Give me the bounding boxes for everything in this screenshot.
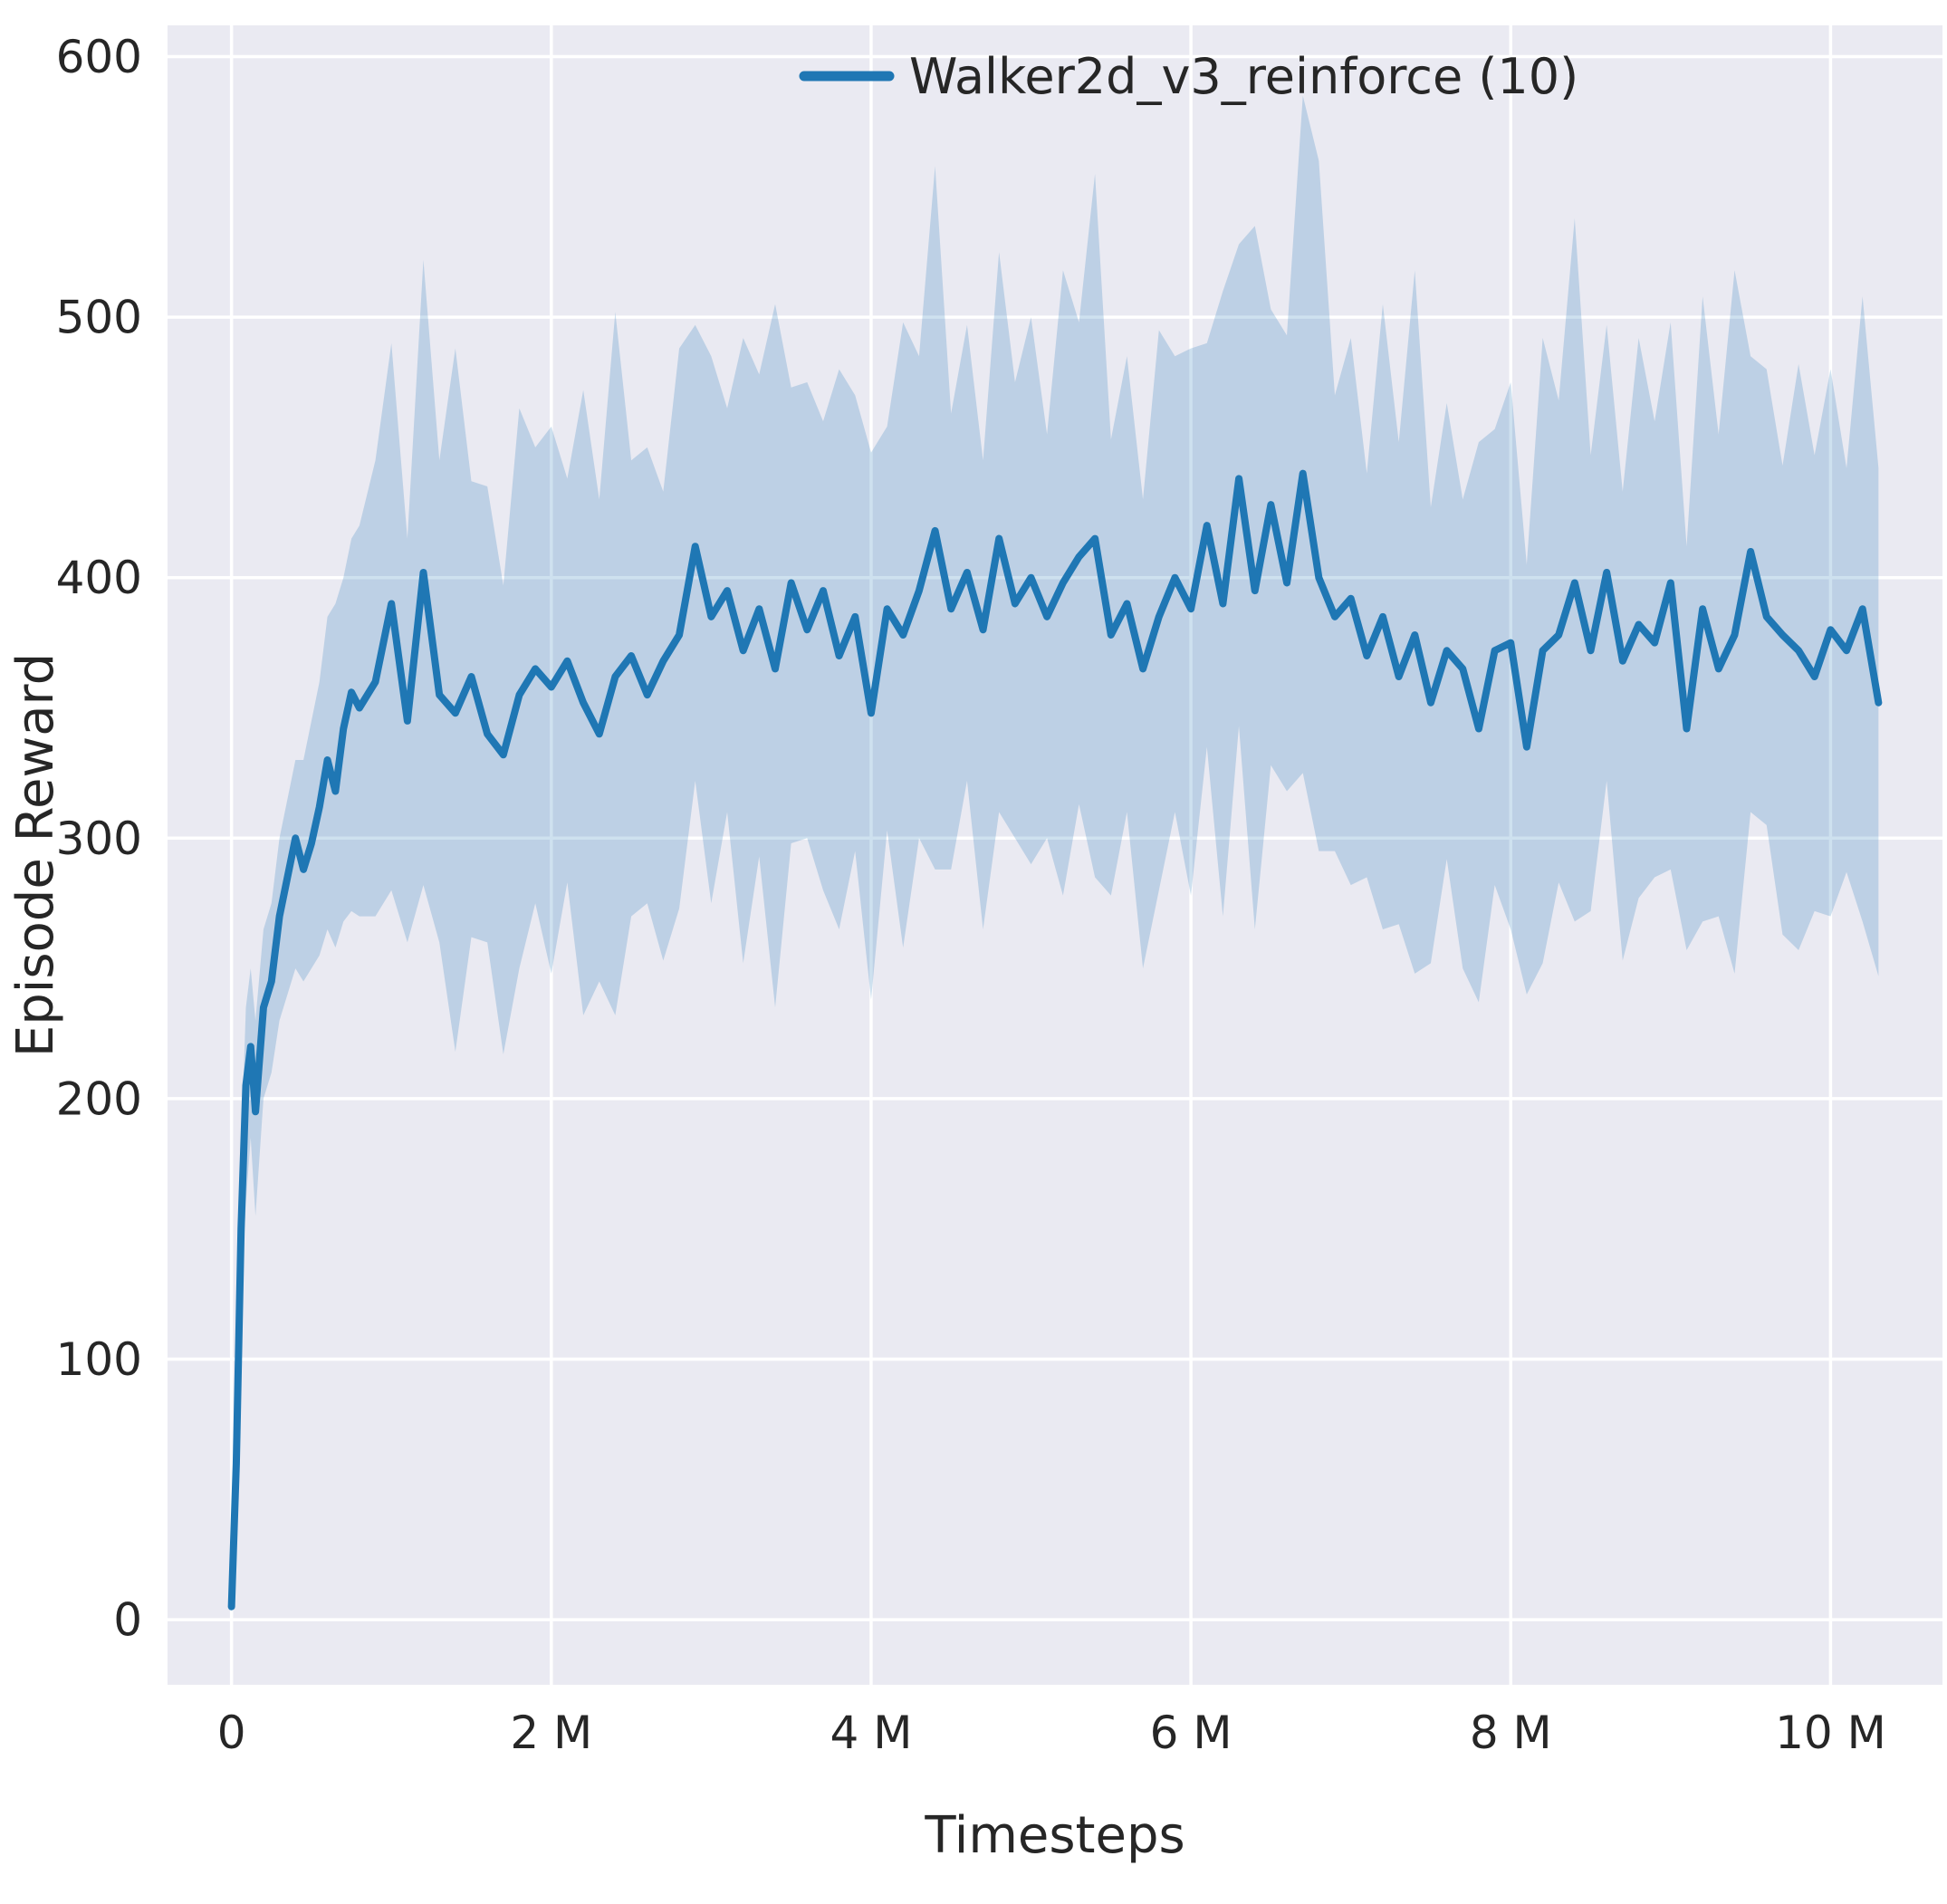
x-tick-label: 0 <box>217 1707 246 1759</box>
y-axis-label: Episode Reward <box>6 653 65 1057</box>
x-tick-label: 8 M <box>1470 1707 1552 1759</box>
mean-line <box>227 469 1883 1611</box>
x-tick-label: 10 M <box>1775 1707 1886 1759</box>
y-tick-label: 400 <box>56 552 142 604</box>
y-tick-label: 500 <box>56 292 142 344</box>
x-axis-label: Timesteps <box>924 1806 1185 1865</box>
x-tick-label: 6 M <box>1150 1707 1232 1759</box>
y-tick-label: 300 <box>56 813 142 865</box>
y-tick-label: 100 <box>56 1333 142 1386</box>
y-tick-label: 600 <box>56 31 142 83</box>
x-tick-label: 4 M <box>830 1707 913 1759</box>
mean-reward-line <box>227 469 1883 1611</box>
gridlines <box>168 25 1942 1685</box>
y-tick-labels: 0 100 200 300 400 500 600 <box>56 31 142 1647</box>
confidence-band <box>231 95 1879 1607</box>
legend-label: Walker2d_v3_reinforce (10) <box>909 48 1578 105</box>
y-tick-label: 0 <box>113 1594 142 1647</box>
y-tick-label: 200 <box>56 1072 142 1125</box>
x-tick-label: 2 M <box>510 1707 592 1759</box>
plot-area <box>168 25 1942 1685</box>
legend: Walker2d_v3_reinforce (10) <box>799 48 1578 105</box>
x-tick-labels: 0 2 M 4 M 6 M 8 M 10 M <box>217 1707 1886 1759</box>
confidence-band-area <box>231 95 1879 1607</box>
